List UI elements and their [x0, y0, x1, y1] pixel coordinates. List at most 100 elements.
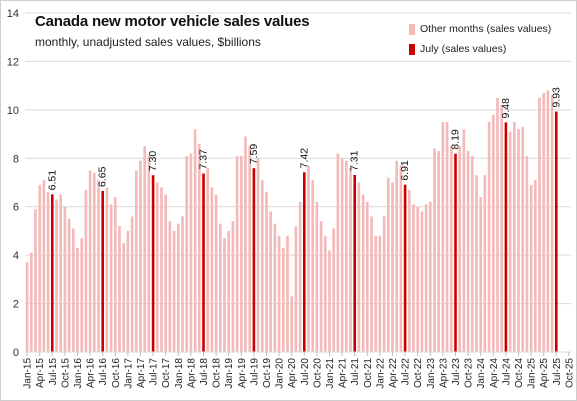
- bar-other-month: [130, 216, 134, 352]
- x-tick-label: Oct-18: [212, 358, 223, 388]
- bar-other-month: [420, 211, 424, 352]
- bar-other-month: [441, 121, 445, 352]
- bar-other-month: [76, 247, 79, 352]
- bar-july: [554, 111, 558, 352]
- bar-other-month: [143, 146, 147, 352]
- bar-other-month: [260, 180, 264, 352]
- bar-july: [252, 168, 256, 352]
- bar-other-month: [491, 114, 495, 352]
- x-tick-label: Jul-15: [48, 358, 59, 386]
- bar-other-month: [113, 197, 117, 352]
- legend-swatch-july: [409, 43, 415, 55]
- legend-item-july: July (sales values): [409, 39, 551, 59]
- legend-item-other-months: Other months (sales values): [409, 19, 551, 39]
- bar-other-month: [67, 218, 71, 352]
- x-tick-label: Oct-25: [564, 358, 575, 388]
- bar-other-month: [118, 226, 121, 352]
- bar-other-month: [416, 206, 420, 352]
- x-tick-label: Apr-20: [287, 358, 298, 388]
- bar-other-month: [336, 153, 340, 352]
- bar-other-month: [340, 158, 344, 352]
- bar-other-month: [307, 165, 310, 352]
- data-label-july: 6.65: [97, 166, 109, 187]
- bar-other-month: [210, 187, 214, 352]
- bar-other-month: [479, 197, 483, 352]
- bar-other-month: [109, 204, 113, 352]
- bar-other-month: [424, 204, 428, 352]
- bar-other-month: [92, 172, 96, 352]
- x-tick-label: Jul-22: [401, 358, 412, 386]
- bar-other-month: [395, 160, 399, 352]
- bar-other-month: [328, 250, 331, 352]
- bar-july: [202, 173, 205, 352]
- bar-other-month: [533, 180, 537, 352]
- bar-other-month: [277, 235, 281, 352]
- bar-other-month: [311, 180, 315, 352]
- data-label-july: 7.30: [147, 151, 159, 172]
- bar-other-month: [239, 155, 243, 352]
- x-tick-label: Jan-25: [527, 358, 538, 389]
- bar-other-month: [294, 226, 298, 352]
- x-tick-label: Oct-16: [111, 358, 122, 388]
- bar-other-month: [437, 151, 441, 352]
- bar-other-month: [218, 223, 222, 352]
- bar-other-month: [550, 95, 554, 352]
- bar-other-month: [496, 97, 499, 352]
- bar-other-month: [42, 180, 46, 352]
- bar-other-month: [126, 230, 130, 352]
- bar-other-month: [370, 216, 373, 352]
- bar-other-month: [223, 238, 226, 352]
- bar-other-month: [487, 121, 491, 352]
- x-tick-label: Jul-19: [249, 358, 260, 386]
- data-label-july: 6.51: [46, 170, 58, 191]
- x-tick-label: Oct-20: [312, 358, 323, 388]
- bar-other-month: [315, 201, 319, 352]
- bar-other-month: [281, 247, 285, 352]
- bar-july: [101, 190, 105, 352]
- y-tick-label: 8: [13, 153, 19, 165]
- bar-other-month: [105, 187, 109, 352]
- bar-other-month: [197, 143, 201, 352]
- bar-other-month: [546, 90, 550, 352]
- bar-other-month: [475, 175, 478, 352]
- x-tick-label: Jul-25: [552, 358, 563, 386]
- bar-other-month: [181, 216, 184, 352]
- bar-other-month: [84, 189, 88, 352]
- bar-other-month: [391, 182, 394, 352]
- bar-other-month: [273, 223, 277, 352]
- x-tick-label: Oct-19: [262, 358, 273, 388]
- bar-other-month: [38, 184, 42, 352]
- bar-other-month: [382, 216, 386, 352]
- data-label-july: 7.37: [198, 149, 210, 170]
- x-tick-label: Apr-24: [489, 358, 500, 388]
- x-tick-label: Apr-19: [237, 358, 248, 388]
- bar-other-month: [88, 170, 92, 352]
- bar-july: [302, 172, 306, 352]
- data-label-july: 7.42: [298, 148, 310, 169]
- x-tick-label: Apr-18: [186, 358, 197, 388]
- x-tick-label: Oct-17: [161, 358, 172, 388]
- bar-other-month: [193, 129, 197, 352]
- x-tick-label: Jan-18: [174, 358, 185, 389]
- bar-other-month: [269, 211, 273, 352]
- bar-other-month: [449, 146, 453, 352]
- bar-other-month: [147, 155, 151, 352]
- bar-other-month: [357, 182, 361, 352]
- y-tick-label: 12: [7, 56, 19, 68]
- bar-other-month: [168, 221, 172, 352]
- bar-other-month: [386, 177, 390, 352]
- bar-other-month: [517, 129, 520, 352]
- y-tick-label: 6: [13, 202, 19, 214]
- x-tick-label: Apr-15: [35, 358, 46, 388]
- bar-july: [454, 153, 457, 352]
- bar-other-month: [407, 189, 411, 352]
- legend-label-july: July (sales values): [420, 43, 507, 55]
- x-tick-label: Jul-24: [501, 358, 512, 386]
- x-tick-label: Jul-18: [199, 358, 210, 386]
- x-tick-label: Jan-15: [23, 358, 34, 389]
- bar-july: [50, 194, 54, 352]
- bar-july: [151, 175, 155, 352]
- bar-other-month: [466, 151, 470, 352]
- bar-other-month: [55, 199, 58, 352]
